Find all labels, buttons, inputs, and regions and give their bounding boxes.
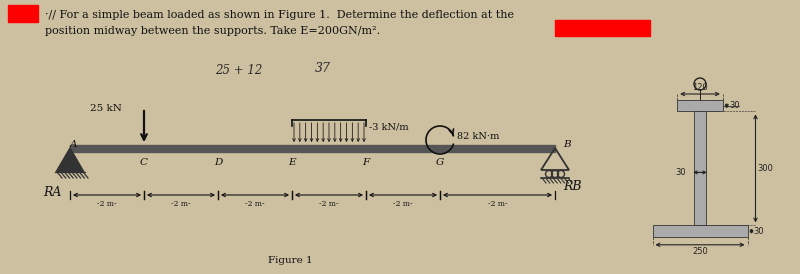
Bar xyxy=(653,226,747,237)
Text: 25 kN: 25 kN xyxy=(90,104,122,113)
Text: -2 m-: -2 m- xyxy=(245,200,265,208)
Text: position midway between the supports. Take E=200GN/m².: position midway between the supports. Ta… xyxy=(45,26,380,36)
Text: -2 m-: -2 m- xyxy=(97,200,117,208)
Text: 30: 30 xyxy=(676,168,686,177)
Text: A: A xyxy=(70,140,78,149)
Bar xyxy=(70,145,555,152)
Text: D: D xyxy=(214,158,222,167)
Text: 30: 30 xyxy=(729,101,739,110)
Bar xyxy=(555,20,650,36)
Polygon shape xyxy=(56,148,84,172)
Text: -2 m-: -2 m- xyxy=(393,200,413,208)
Text: 250: 250 xyxy=(692,247,708,256)
Text: 120: 120 xyxy=(692,83,708,92)
Text: -2 m-: -2 m- xyxy=(319,200,339,208)
Bar xyxy=(694,112,706,226)
Text: RB: RB xyxy=(563,180,582,193)
Text: C: C xyxy=(140,158,148,167)
Bar xyxy=(8,5,38,22)
Text: F: F xyxy=(362,158,370,167)
Text: 30: 30 xyxy=(754,227,764,236)
Text: -2 m-: -2 m- xyxy=(171,200,191,208)
Text: -3 kN/m: -3 kN/m xyxy=(369,122,409,131)
Text: E: E xyxy=(288,158,296,167)
Text: G: G xyxy=(436,158,444,167)
Text: ·// For a simple beam loaded as shown in Figure 1.  Determine the deflection at : ·// For a simple beam loaded as shown in… xyxy=(45,10,514,20)
Text: RA: RA xyxy=(43,186,61,199)
Text: 25 + 12: 25 + 12 xyxy=(215,64,262,77)
Bar xyxy=(677,100,723,112)
Text: 300: 300 xyxy=(758,164,774,173)
Text: 82 kN·m: 82 kN·m xyxy=(457,132,499,141)
Text: -2 m-: -2 m- xyxy=(488,200,507,208)
Text: B: B xyxy=(563,140,570,149)
Text: 37: 37 xyxy=(315,62,331,75)
Text: Figure 1: Figure 1 xyxy=(268,256,312,265)
